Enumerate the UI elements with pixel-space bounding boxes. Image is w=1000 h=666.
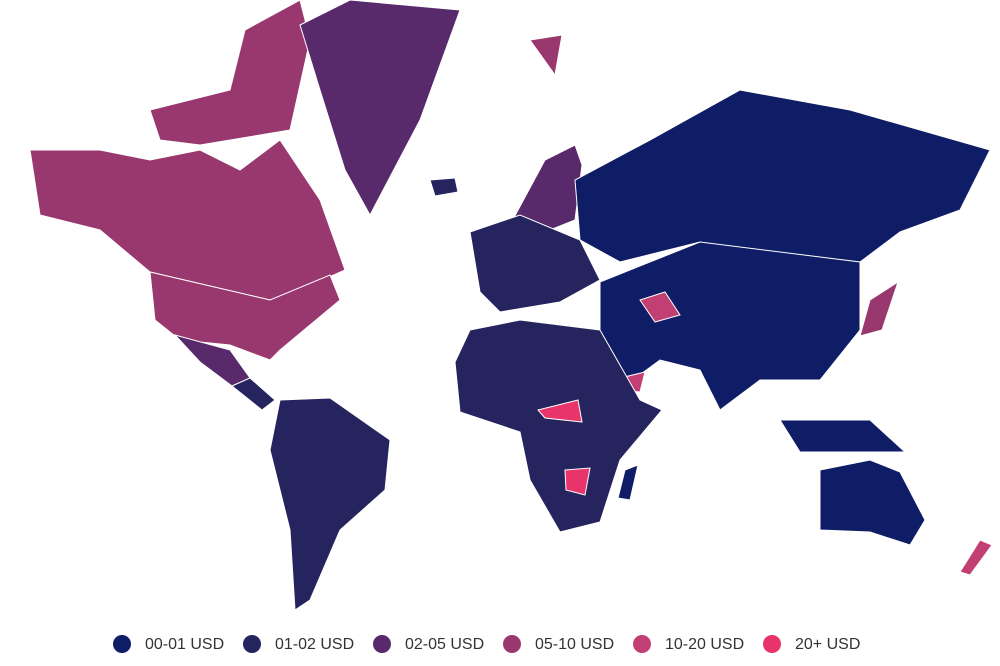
turkmenistan	[639, 291, 681, 323]
legend-label[interactable]: 05-10 USD	[535, 636, 614, 653]
japan	[859, 280, 899, 337]
madagascar	[617, 464, 639, 501]
legend-swatch[interactable]	[633, 635, 651, 653]
europe	[469, 214, 601, 313]
australia	[819, 459, 926, 546]
southeast-asia-islands	[779, 419, 907, 453]
legend: 00-01 USD 01-02 USD 02-05 USD 05-10 USD 10-2…	[113, 635, 860, 653]
legend-swatch[interactable]	[243, 635, 261, 653]
south-sudan	[537, 399, 583, 423]
arctic-islands	[149, 0, 311, 146]
united-states	[149, 271, 341, 361]
new-zealand	[959, 539, 993, 576]
africa	[454, 319, 663, 533]
map	[29, 0, 993, 611]
central-america	[231, 377, 276, 411]
svalbard	[529, 34, 563, 77]
zimbabwe	[564, 467, 591, 496]
legend-label[interactable]: 01-02 USD	[275, 636, 354, 653]
canada	[29, 139, 346, 301]
legend-swatch[interactable]	[373, 635, 391, 653]
greenland	[299, 0, 461, 217]
russia	[574, 89, 991, 263]
legend-label[interactable]: 02-05 USD	[405, 636, 484, 653]
south-america	[269, 397, 391, 611]
legend-label[interactable]: 00-01 USD	[145, 636, 224, 653]
iceland	[429, 177, 459, 197]
legend-label[interactable]: 10-20 USD	[665, 636, 744, 653]
legend-label[interactable]: 20+ USD	[795, 636, 860, 653]
legend-swatch[interactable]	[763, 635, 781, 653]
legend-swatch[interactable]	[113, 635, 131, 653]
legend-swatch[interactable]	[503, 635, 521, 653]
